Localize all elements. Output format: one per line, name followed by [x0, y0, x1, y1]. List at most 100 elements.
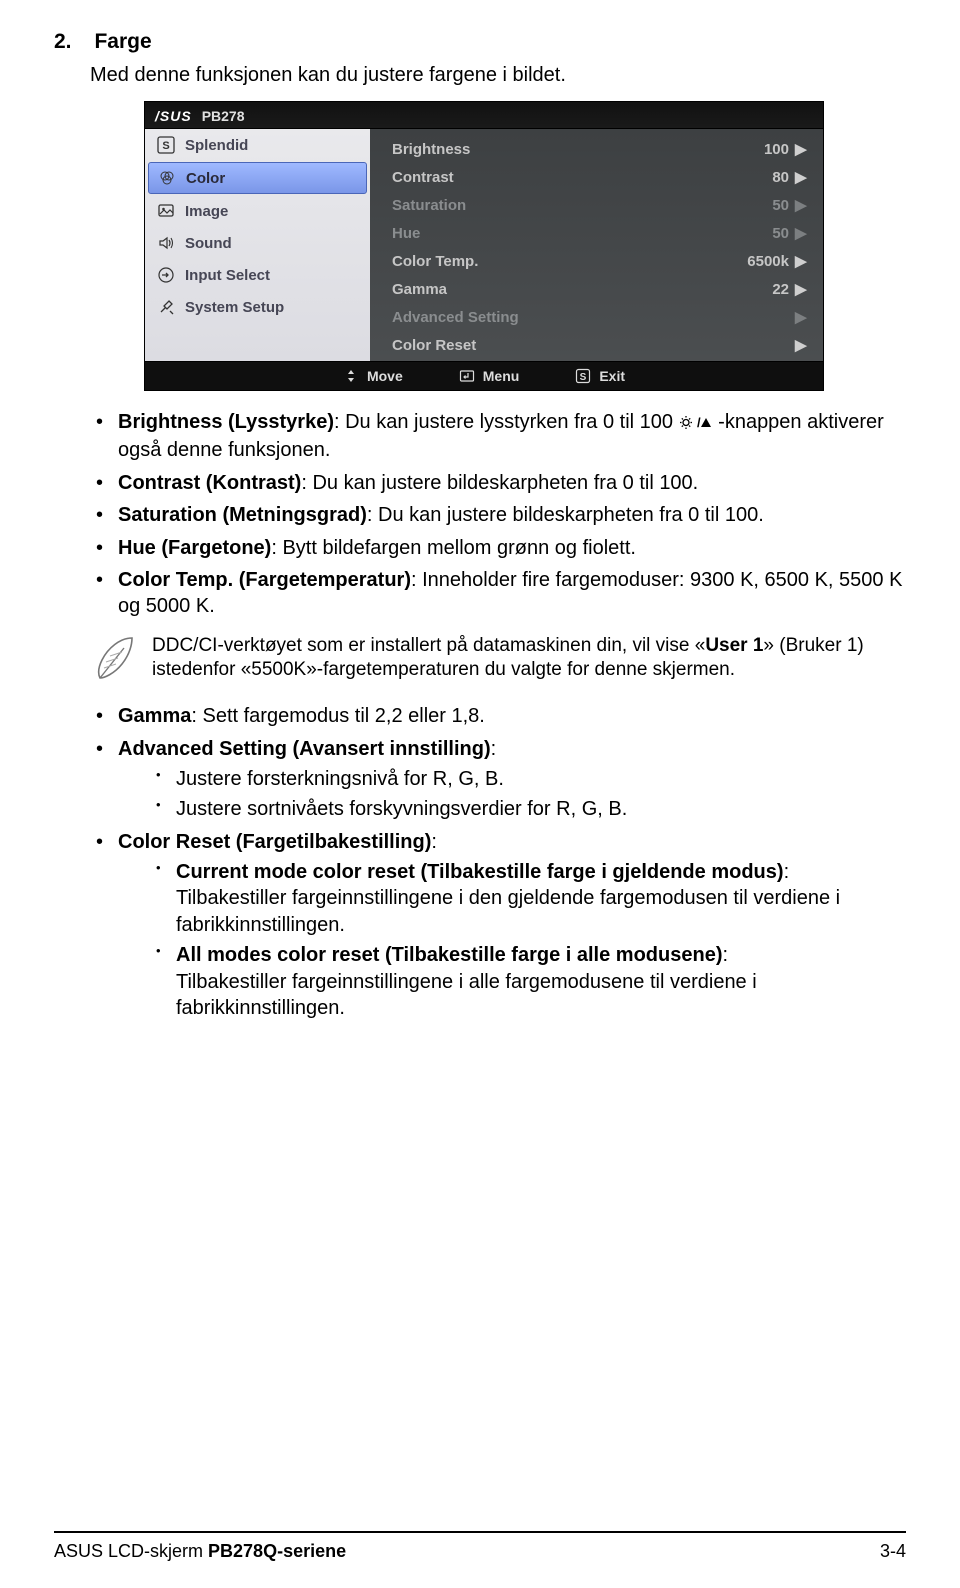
chevron-right-icon: ▶	[795, 196, 805, 214]
opt-label: Brightness	[392, 141, 711, 158]
bullet-advanced: Advanced Setting (Avansert innstilling):…	[90, 736, 906, 823]
text: : Du kan justere bildeskarpheten fra 0 t…	[301, 472, 698, 494]
text: : Du kan justere bildeskarpheten fra 0 t…	[367, 504, 764, 526]
nav-label: Image	[185, 203, 228, 220]
section-title: Farge	[94, 30, 151, 53]
bullet-gamma: Gamma: Sett fargemodus til 2,2 eller 1,8…	[90, 703, 906, 729]
bold-term: Color Reset (Fargetilbakestilling)	[118, 831, 431, 853]
chevron-right-icon: ▶	[795, 224, 805, 242]
nav-label: Splendid	[185, 137, 248, 154]
text: : Bytt bildefargen mellom grønn og fiole…	[271, 537, 636, 559]
section-subtitle: Med denne funksjonen kan du justere farg…	[90, 64, 906, 87]
text: : Du kan justere lysstyrken fra 0 til 10…	[334, 411, 679, 433]
footbar-label: Menu	[483, 368, 520, 384]
bullet-color-reset: Color Reset (Fargetilbakestilling): Curr…	[90, 829, 906, 1022]
nav-label: System Setup	[185, 299, 284, 316]
bold-term: User 1	[705, 635, 763, 656]
opt-value: 100	[711, 141, 795, 158]
opt-contrast[interactable]: Contrast80▶	[392, 163, 805, 191]
text: :	[784, 861, 790, 883]
sub-bullet: Current mode color reset (Tilbakestille …	[118, 859, 906, 938]
nav-label: Color	[186, 170, 225, 187]
bold-term: Saturation (Metningsgrad)	[118, 504, 367, 526]
menu-enter-icon	[459, 368, 475, 384]
input-icon	[157, 266, 175, 284]
bold-term: Hue (Fargetone)	[118, 537, 271, 559]
page-footer: ASUS LCD-skjerm PB278Q-seriene 3-4	[54, 1531, 906, 1562]
sub-bullet: All modes color reset (Tilbakestille far…	[118, 942, 906, 1021]
footbar-move: Move	[343, 368, 403, 384]
opt-value: 50	[711, 225, 795, 242]
color-icon	[158, 169, 176, 187]
opt-value: 6500k	[711, 253, 795, 270]
bullet-color-temp: Color Temp. (Fargetemperatur): Inneholde…	[90, 567, 906, 620]
opt-label: Color Reset	[392, 337, 711, 354]
note-text: DDC/CI-verktøyet som er installert på da…	[152, 634, 902, 683]
svg-text:S: S	[580, 372, 587, 383]
bold-term: Advanced Setting (Avansert innstilling)	[118, 738, 491, 760]
opt-value: 80	[711, 169, 795, 186]
nav-color[interactable]: Color	[148, 162, 367, 194]
bullet-hue: Hue (Fargetone): Bytt bildefargen mellom…	[90, 535, 906, 561]
svg-text:/: /	[697, 415, 701, 430]
chevron-right-icon: ▶	[795, 280, 805, 298]
bold-term: PB278Q-seriene	[208, 1541, 346, 1561]
feather-icon	[94, 634, 138, 689]
opt-brightness[interactable]: Brightness100▶	[392, 135, 805, 163]
chevron-right-icon: ▶	[795, 168, 805, 186]
nav-image[interactable]: Image	[145, 195, 370, 227]
opt-label: Color Temp.	[392, 253, 711, 270]
opt-advanced: Advanced Setting ▶	[392, 303, 805, 331]
nav-system-setup[interactable]: System Setup	[145, 291, 370, 323]
text: Tilbakestiller fargeinnstillingene i den…	[176, 887, 840, 935]
bullet-brightness: Brightness (Lysstyrke): Du kan justere l…	[90, 409, 906, 464]
bullet-saturation: Saturation (Metningsgrad): Du kan juster…	[90, 502, 906, 528]
image-icon	[157, 202, 175, 220]
content-body: Brightness (Lysstyrke): Du kan justere l…	[90, 409, 906, 1021]
footer-left: ASUS LCD-skjerm PB278Q-seriene	[54, 1541, 346, 1562]
nav-input-select[interactable]: Input Select	[145, 259, 370, 291]
nav-splendid[interactable]: S Splendid	[145, 129, 370, 161]
footbar-menu: Menu	[459, 368, 520, 384]
opt-label: Hue	[392, 225, 711, 242]
brand-logo: /SUS	[155, 108, 192, 124]
text: Justere forsterkningsnivå for R, G, B.	[176, 768, 504, 790]
footbar-label: Move	[367, 368, 403, 384]
opt-label: Advanced Setting	[392, 309, 711, 326]
text: Tilbakestiller fargeinnstillingene i all…	[176, 971, 757, 1019]
opt-label: Gamma	[392, 281, 711, 298]
sub-bullet: Justere forsterkningsnivå for R, G, B.	[118, 766, 906, 792]
bold-term: All modes color reset (Tilbakestille far…	[176, 944, 722, 966]
chevron-right-icon: ▶	[795, 252, 805, 270]
opt-color-reset[interactable]: Color Reset▶	[392, 331, 805, 359]
sun-up-icon: /	[679, 411, 713, 437]
bold-term: Color Temp. (Fargetemperatur)	[118, 569, 411, 591]
bold-term: Gamma	[118, 705, 191, 727]
opt-value: 50	[711, 197, 795, 214]
chevron-right-icon: ▶	[795, 308, 805, 326]
section-number: 2.	[54, 30, 90, 54]
opt-gamma[interactable]: Gamma22▶	[392, 275, 805, 303]
chevron-right-icon: ▶	[795, 140, 805, 158]
bold-term: Brightness (Lysstyrke)	[118, 411, 334, 433]
osd-panel: /SUS PB278 S Splendid Color Image	[144, 101, 824, 391]
opt-value: 22	[711, 281, 795, 298]
opt-label: Contrast	[392, 169, 711, 186]
sub-bullet: Justere sortnivåets forskyvningsverdier …	[118, 796, 906, 822]
page-number: 3-4	[880, 1541, 906, 1562]
opt-saturation: Saturation50▶	[392, 191, 805, 219]
text: :	[722, 944, 728, 966]
note-box: DDC/CI-verktøyet som er installert på da…	[90, 634, 906, 689]
svg-text:S: S	[162, 140, 169, 152]
text: : Sett fargemodus til 2,2 eller 1,8.	[191, 705, 485, 727]
sound-icon	[157, 234, 175, 252]
bold-term: Contrast (Kontrast)	[118, 472, 301, 494]
nav-sound[interactable]: Sound	[145, 227, 370, 259]
opt-color-temp[interactable]: Color Temp.6500k▶	[392, 247, 805, 275]
footbar-label: Exit	[599, 368, 625, 384]
nav-label: Input Select	[185, 267, 270, 284]
text: :	[431, 831, 437, 853]
opt-label: Saturation	[392, 197, 711, 214]
bold-term: Current mode color reset (Tilbakestille …	[176, 861, 784, 883]
bullet-contrast: Contrast (Kontrast): Du kan justere bild…	[90, 470, 906, 496]
